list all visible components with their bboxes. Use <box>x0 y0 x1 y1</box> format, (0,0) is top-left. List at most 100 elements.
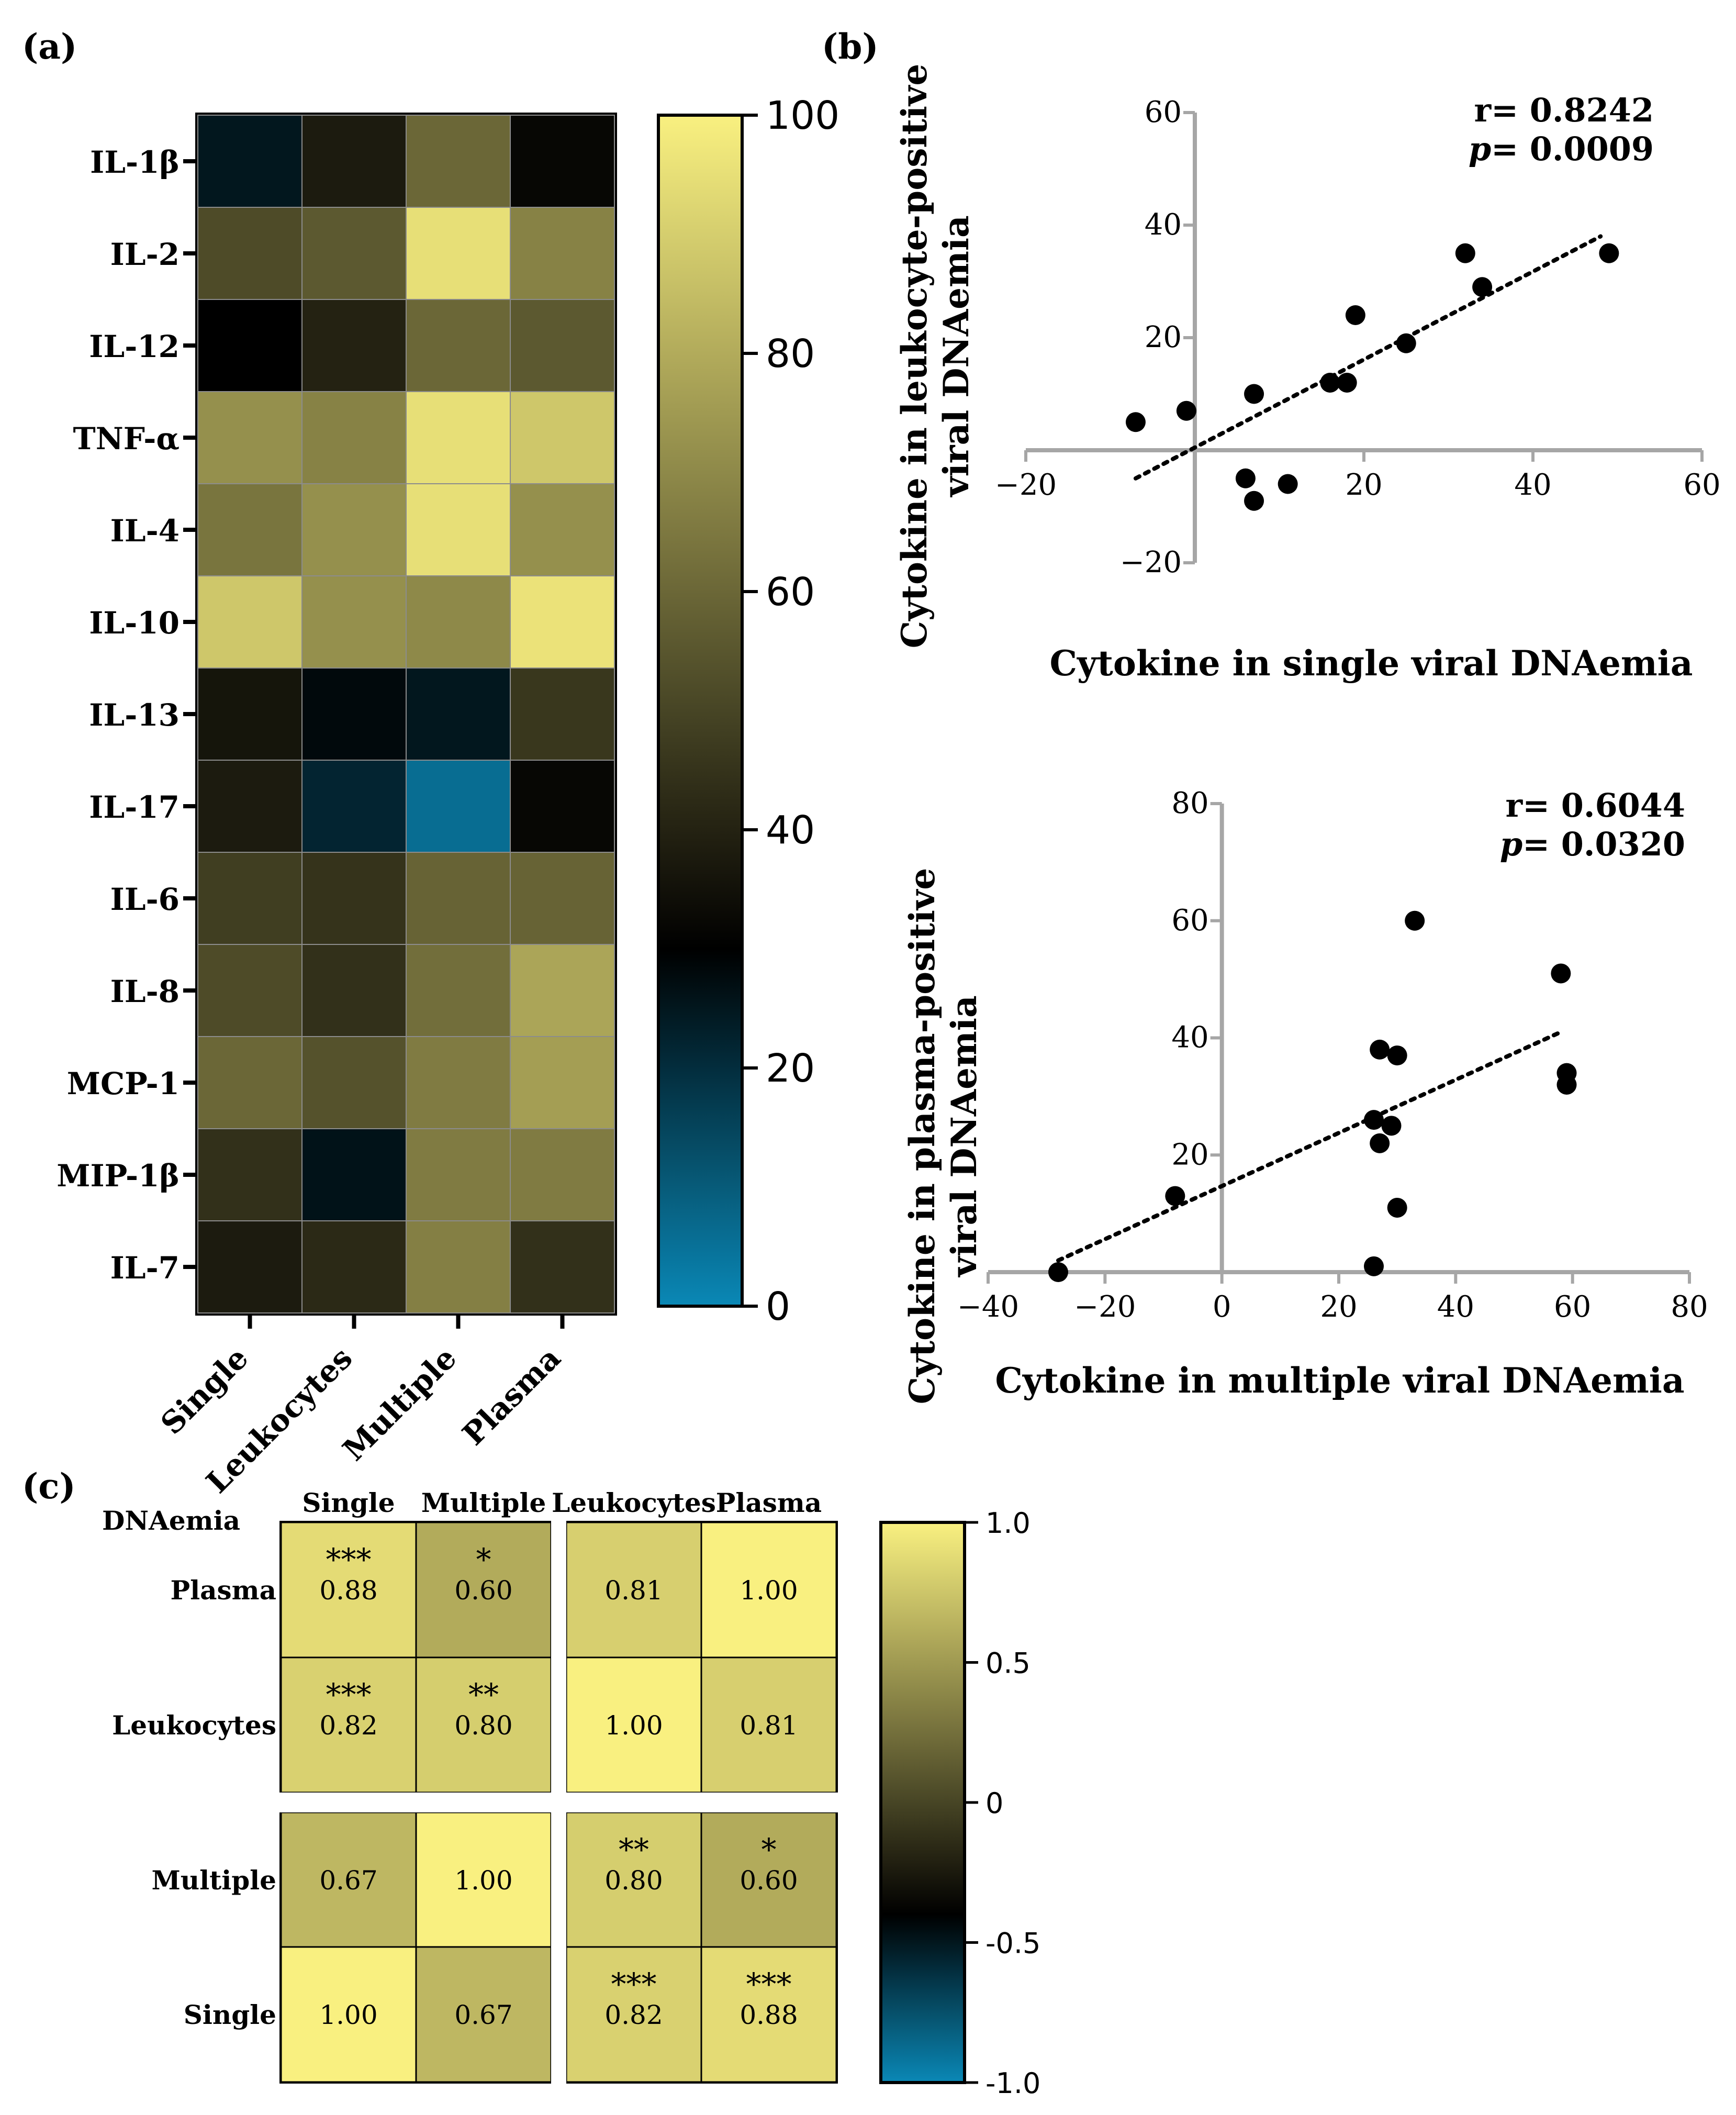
cell-value: 0.81 <box>740 1710 798 1741</box>
heatmap-cell <box>301 944 407 1037</box>
heatmap-cell <box>510 944 615 1037</box>
data-point <box>1364 1256 1384 1276</box>
significance-stars: * <box>761 1832 777 1867</box>
data-point <box>1048 1262 1068 1282</box>
heatmap-cell <box>406 391 511 484</box>
x-tick-label: 20 <box>1345 468 1382 502</box>
heatmap-cell <box>510 391 615 484</box>
data-point <box>1176 400 1196 421</box>
y-tick-label: 80 <box>1171 786 1208 820</box>
heatmap-cell <box>406 667 511 761</box>
cell-value: 1.00 <box>319 2000 377 2030</box>
column-label: Plasma <box>716 1487 822 1518</box>
y-tick-label: 40 <box>1145 208 1182 242</box>
heatmap-cell <box>301 299 407 392</box>
data-point <box>1165 1186 1185 1206</box>
significance-stars: ** <box>468 1677 499 1712</box>
heatmap-cell <box>301 1036 407 1129</box>
heatmap-cell <box>406 483 511 576</box>
x-tick-label: −40 <box>957 1290 1019 1324</box>
data-point <box>1405 910 1425 931</box>
matrix-cell <box>280 1811 417 1949</box>
data-point <box>1235 468 1256 488</box>
heatmap-cell <box>301 483 407 576</box>
panel-label-b: (b) <box>822 26 879 67</box>
cell-value: 1.00 <box>454 1865 512 1896</box>
colorbar-tick-label: -1.0 <box>985 2067 1040 2100</box>
colorbar-tick-label: 80 <box>766 331 815 376</box>
corner-label: DNAemia <box>102 1505 240 1536</box>
column-label: Multiple <box>421 1487 546 1518</box>
heatmap-cell <box>406 299 511 392</box>
row-label: TNF-α <box>73 421 180 457</box>
colorbar-tick-label: 0.5 <box>985 1647 1031 1680</box>
x-tick-label: 20 <box>1320 1290 1357 1324</box>
matrix-cell <box>280 1946 417 2083</box>
heatmap-cell <box>510 852 615 945</box>
y-tick-label: 60 <box>1171 904 1208 938</box>
heatmap-cell <box>301 391 407 484</box>
block-gap-horizontal <box>279 1793 838 1812</box>
row-label: IL-10 <box>89 605 180 641</box>
y-axis-label: Cytokine in plasma-positive <box>902 868 943 1405</box>
stat-r: r= 0.8242 <box>1474 91 1654 129</box>
cell-value: 0.88 <box>319 1575 377 1606</box>
cell-value: 0.81 <box>604 1575 663 1606</box>
significance-stars: *** <box>611 1966 657 2002</box>
heatmap-cell <box>510 1036 615 1129</box>
stat-r: r= 0.6044 <box>1506 786 1685 825</box>
row-label: IL-8 <box>110 974 180 1009</box>
heatmap-cell <box>197 299 303 392</box>
heatmap-cell <box>197 483 303 576</box>
heatmap-cell <box>301 115 407 208</box>
data-point <box>1387 1045 1407 1066</box>
matrix-cell <box>280 1521 417 1658</box>
cell-value: 0.80 <box>454 1710 512 1741</box>
data-point <box>1556 1075 1577 1095</box>
significance-stars: ** <box>619 1832 649 1867</box>
cell-value: 0.67 <box>454 2000 512 2030</box>
colorbar <box>879 1521 966 2084</box>
heatmap-cell <box>197 207 303 300</box>
column-label: Multiple <box>336 1340 464 1468</box>
heatmap-cell <box>197 760 303 853</box>
colorbar <box>657 114 744 1308</box>
data-point <box>1278 474 1298 494</box>
data-point <box>1244 384 1264 404</box>
data-point <box>1125 412 1146 432</box>
row-label: IL-6 <box>110 882 180 917</box>
row-label: Single <box>184 1999 276 2030</box>
data-point <box>1364 1110 1384 1130</box>
stat-p: p= 0.0009 <box>1469 130 1654 168</box>
heatmap-cell <box>406 1220 511 1313</box>
colorbar-tick-label: 40 <box>766 808 815 853</box>
row-label: Plasma <box>171 1575 276 1606</box>
data-point <box>1320 373 1340 393</box>
row-label: IL-4 <box>110 513 180 549</box>
matrix-cell <box>280 1656 417 1794</box>
heatmap-cell <box>406 1128 511 1221</box>
row-label: IL-7 <box>110 1250 180 1286</box>
row-label: MCP-1 <box>67 1066 180 1101</box>
y-axis-label: viral DNAemia <box>944 995 984 1277</box>
heatmap-cell <box>406 944 511 1037</box>
row-label: IL-2 <box>110 237 180 272</box>
data-point <box>1370 1133 1390 1153</box>
row-label: IL-12 <box>89 329 180 364</box>
heatmap-cell <box>510 575 615 669</box>
cell-value: 1.00 <box>604 1710 663 1741</box>
x-tick-label: 60 <box>1683 468 1720 502</box>
heatmap-cell <box>197 667 303 761</box>
heatmap-cell <box>301 575 407 669</box>
row-label: MIP-1β <box>57 1158 180 1194</box>
colorbar-tick-label: -0.5 <box>985 1927 1040 1960</box>
colorbar-tick-label: 100 <box>766 93 839 138</box>
matrix-cell <box>700 1811 837 1949</box>
cell-value: 0.60 <box>454 1575 512 1606</box>
heatmap-cell <box>406 207 511 300</box>
y-axis-label: viral DNAemia <box>936 215 977 497</box>
row-label: IL-1β <box>90 144 180 180</box>
colorbar-tick-label: 60 <box>766 570 815 615</box>
